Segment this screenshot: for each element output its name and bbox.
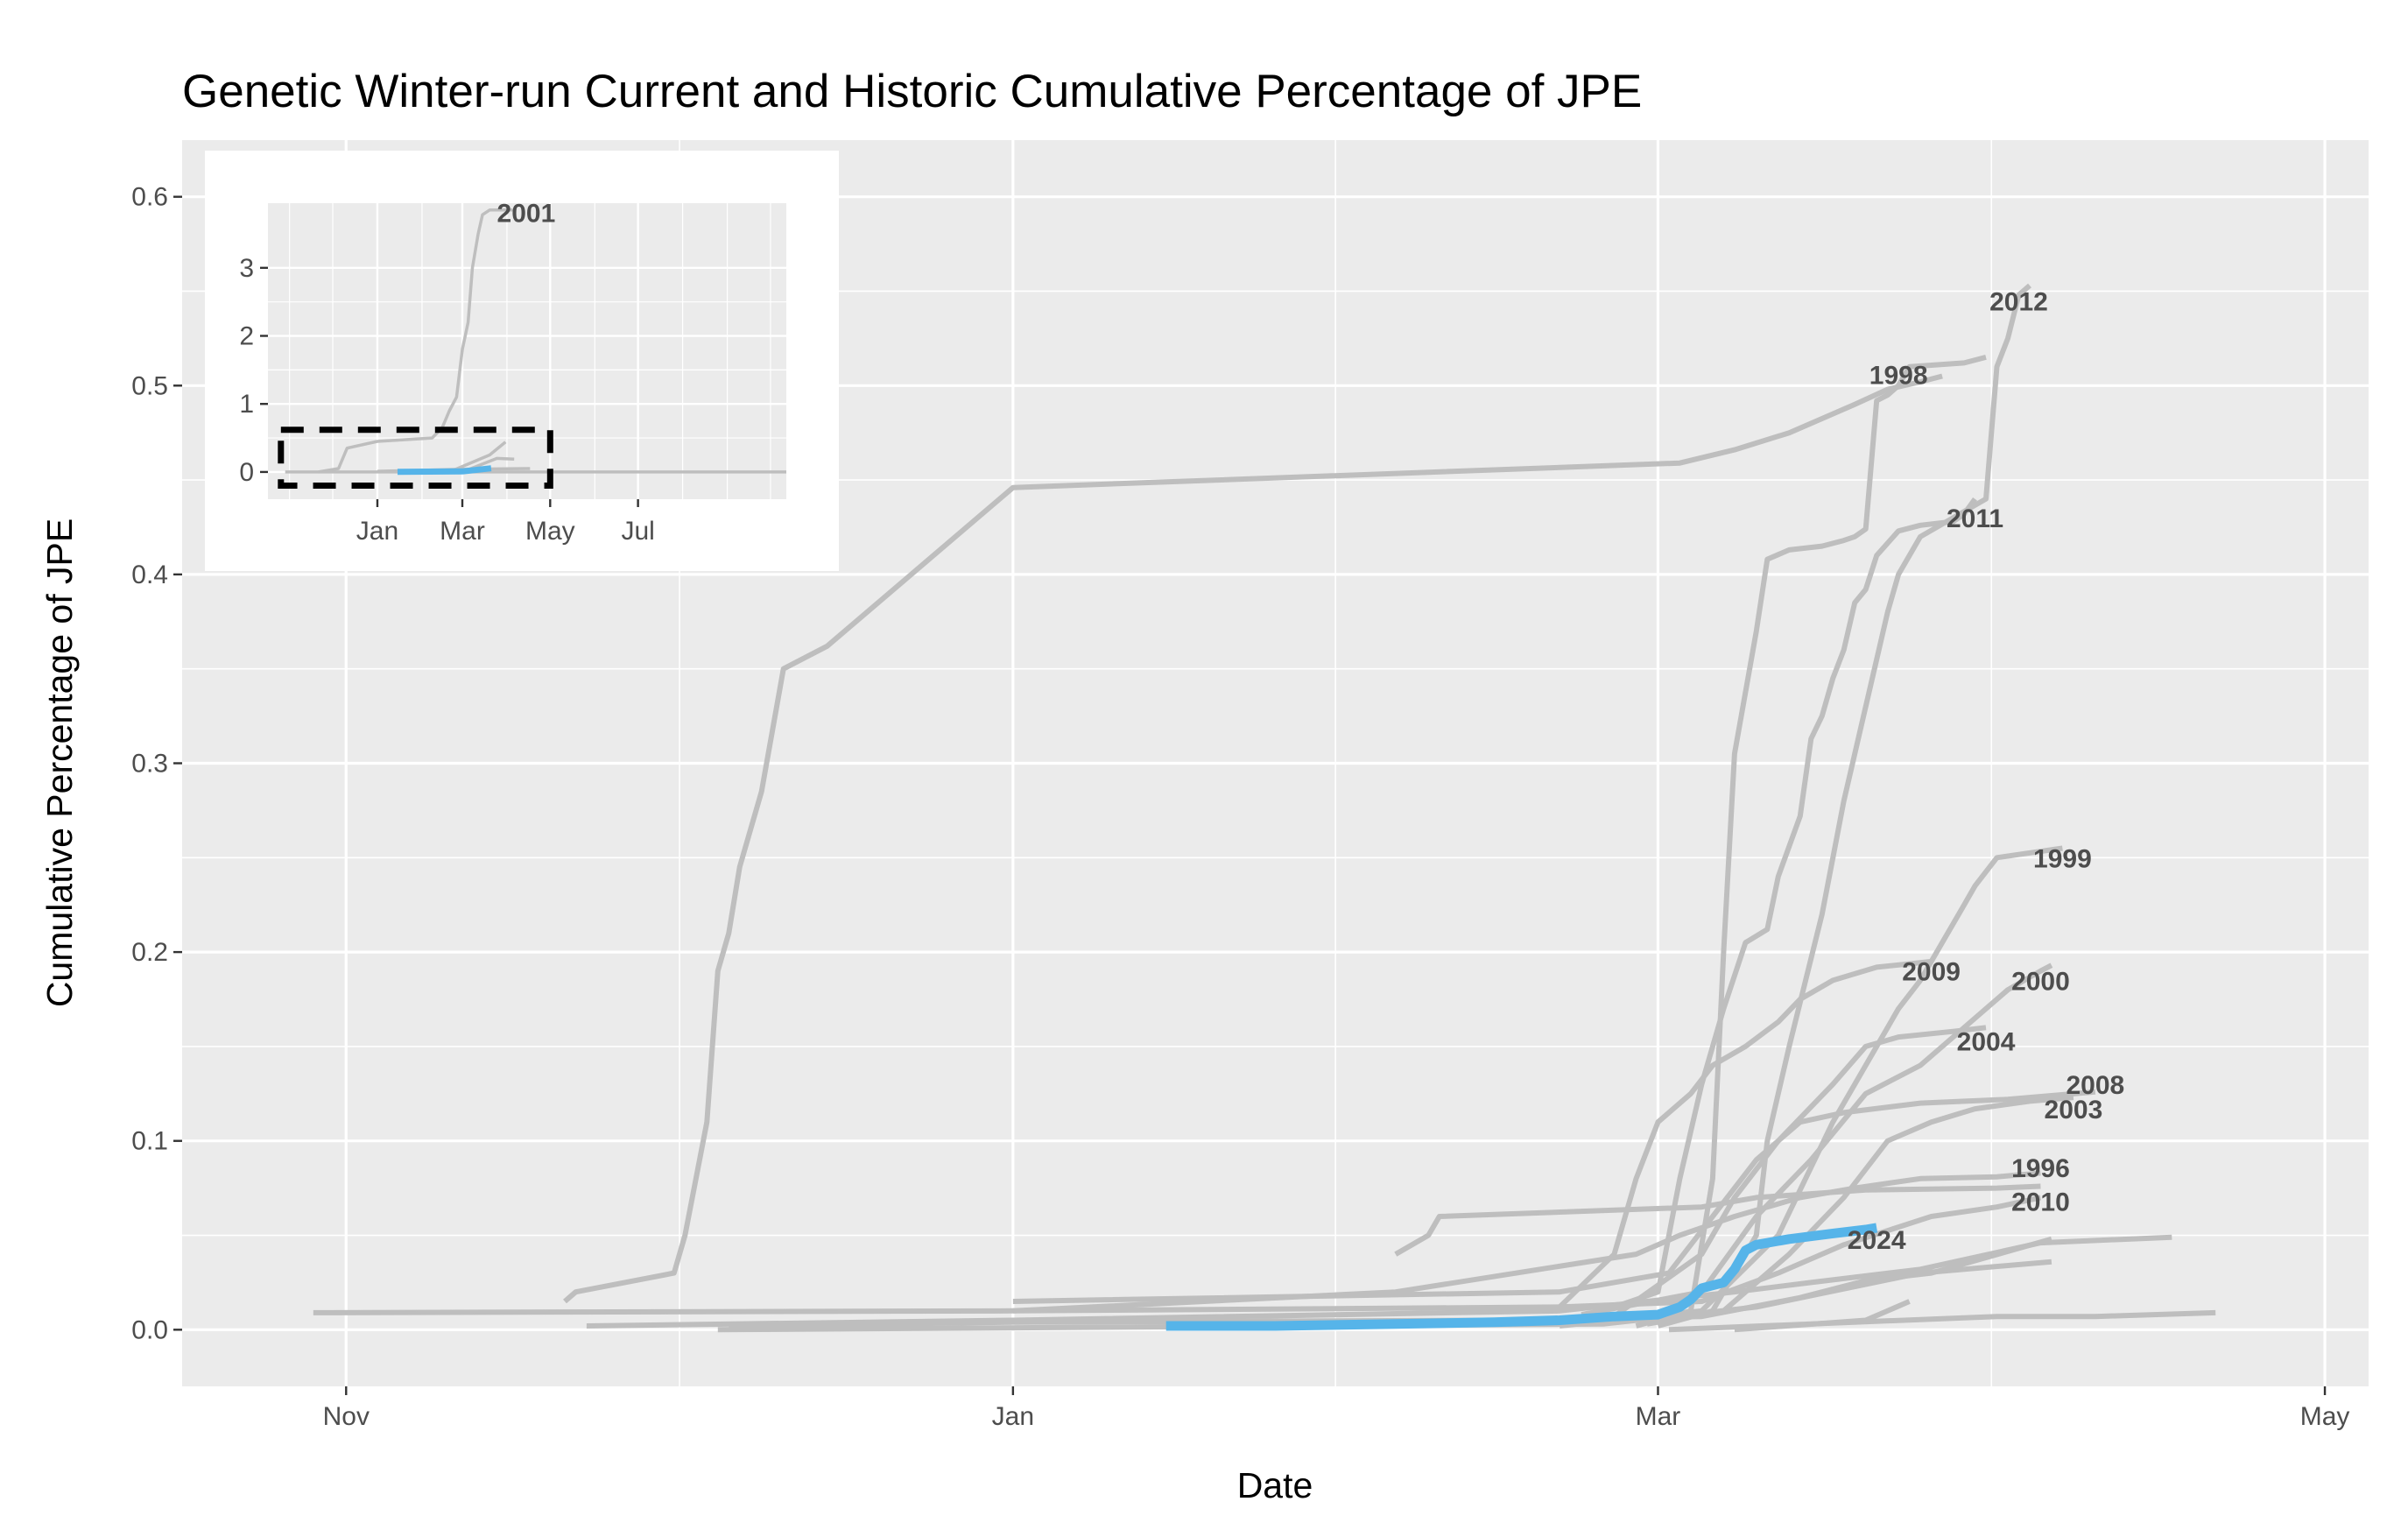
- inset-x-tick-label: Mar: [440, 517, 485, 546]
- inset-series-line-unlabeled: [448, 441, 507, 474]
- series-line-2012: [1657, 283, 2031, 1329]
- series-line-2011: [1613, 497, 1977, 1310]
- series-line-2010: [313, 1195, 2042, 1315]
- inset-y-tick-label: 0: [239, 458, 254, 487]
- series-line-2001: [563, 373, 1943, 1304]
- chart-title: Genetic Winter-run Current and Historic …: [182, 66, 1642, 117]
- series-lines: [313, 283, 2216, 1333]
- inset-series-lines: [285, 208, 786, 476]
- year-label-2010: 2010: [2011, 1188, 2070, 1217]
- series-line-2008: [1012, 1089, 2096, 1304]
- year-label-1996: 1996: [2011, 1154, 2070, 1183]
- inset-x-tick-label: Jan: [356, 517, 398, 546]
- axis-ticks: 0.0 0.1 0.2 0.3 0.4 0.5 0.6 Nov Jan Mar May: [131, 183, 2349, 1431]
- inset-zoom-box: [278, 427, 553, 489]
- y-tick-label: 0.5: [131, 371, 168, 400]
- x-tick-label: Jan: [992, 1402, 1034, 1431]
- inset-series-line-2001: [318, 208, 513, 474]
- y-tick-label: 0.1: [131, 1127, 168, 1156]
- x-tick-label: May: [2300, 1402, 2350, 1431]
- inset-panel: [268, 203, 786, 499]
- series-line-1996: [1012, 1170, 2041, 1314]
- y-tick-label: 0.2: [131, 938, 168, 967]
- year-label-1999: 1999: [2033, 844, 2092, 873]
- series-line-1998: [1635, 354, 1987, 1329]
- series-line-2009: [1558, 958, 1932, 1309]
- series-line-unlabeled: [729, 1236, 2052, 1329]
- y-tick-label: 0.3: [131, 750, 168, 779]
- year-label-2004: 2004: [1957, 1027, 2016, 1056]
- series-line-unlabeled: [1394, 1183, 2041, 1257]
- inset-x-tick-label: Jul: [621, 517, 654, 546]
- inset-x-tick-label: May: [525, 517, 575, 546]
- inset-y-tick-label: 1: [239, 390, 254, 419]
- inset-year-label-2001: 2001: [497, 200, 556, 229]
- year-label-2003: 2003: [2045, 1096, 2103, 1125]
- year-label-2009: 2009: [1902, 958, 1961, 987]
- year-label-2012: 2012: [1989, 287, 2048, 316]
- series-line-2004: [1602, 1025, 1987, 1327]
- x-tick-label: Mar: [1636, 1402, 1681, 1431]
- inset-chart: 0 1 2 3 Jan Mar May Jul 2001: [205, 151, 839, 571]
- inset-series-line-2024: [397, 465, 492, 476]
- inset-y-tick-label: 3: [239, 254, 254, 283]
- series-line-2024: [1165, 1223, 1878, 1331]
- year-label-1998: 1998: [1869, 361, 1928, 390]
- year-label-2024: 2024: [1848, 1226, 1906, 1255]
- series-line-2000: [1581, 962, 2053, 1318]
- y-tick-label: 0.0: [131, 1315, 168, 1344]
- year-label-2000: 2000: [2011, 967, 2070, 996]
- inset-axis-ticks: 0 1 2 3 Jan Mar May Jul: [239, 254, 654, 546]
- year-label-2008: 2008: [2067, 1071, 2125, 1100]
- y-axis-title: Cumulative Percentage of JPE: [39, 518, 80, 1007]
- inset-year-labels: 2001: [497, 200, 556, 229]
- year-label-2011: 2011: [1947, 504, 2003, 533]
- x-tick-label: Nov: [323, 1402, 370, 1431]
- series-line-unlabeled: [1734, 1299, 1911, 1333]
- x-axis-title: Date: [1237, 1465, 1313, 1505]
- inset-zoom-box-rect: [278, 427, 553, 489]
- y-tick-label: 0.4: [131, 561, 168, 589]
- y-tick-label: 0.6: [131, 183, 168, 212]
- inset-y-tick-label: 2: [239, 322, 254, 351]
